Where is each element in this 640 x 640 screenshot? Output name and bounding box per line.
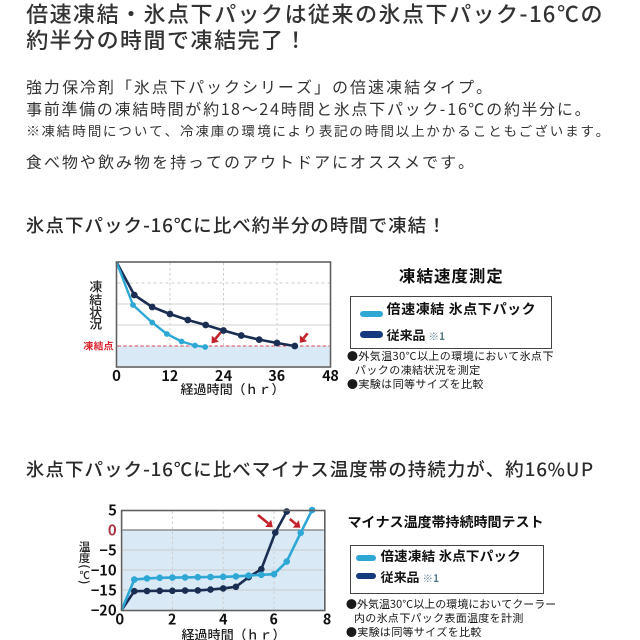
svg-text:6: 6: [270, 608, 279, 629]
svg-text:4: 4: [219, 608, 228, 629]
svg-text:0: 0: [116, 608, 125, 629]
svg-text:(: (: [77, 564, 93, 568]
svg-text:48: 48: [322, 365, 339, 386]
svg-text:状: 状: [89, 302, 102, 321]
svg-text:凍結点: 凍結点: [83, 338, 115, 353]
svg-text:0: 0: [112, 365, 121, 386]
svg-text:凍: 凍: [89, 277, 102, 296]
svg-text:−15: −15: [91, 579, 117, 600]
svg-text:−5: −5: [99, 539, 116, 560]
svg-text:−20: −20: [91, 599, 117, 620]
svg-text:℃: ℃: [80, 568, 91, 583]
svg-text:0: 0: [108, 519, 117, 540]
svg-text:−10: −10: [91, 559, 117, 580]
svg-text:2: 2: [168, 608, 177, 629]
svg-text:結: 結: [89, 289, 102, 308]
svg-text:36: 36: [268, 365, 286, 386]
svg-text:経過時間（ｈｒ）: 経過時間（ｈｒ）: [181, 624, 285, 640]
svg-text:況: 況: [89, 314, 103, 333]
svg-text:5: 5: [108, 499, 117, 520]
svg-text:12: 12: [161, 365, 178, 386]
svg-text:): ): [77, 580, 93, 584]
svg-text:度: 度: [79, 550, 91, 566]
svg-text:温: 温: [79, 539, 91, 555]
svg-text:24: 24: [215, 365, 232, 386]
svg-text:8: 8: [323, 608, 332, 629]
svg-text:経過時間（ｈｒ）: 経過時間（ｈｒ）: [180, 379, 284, 398]
